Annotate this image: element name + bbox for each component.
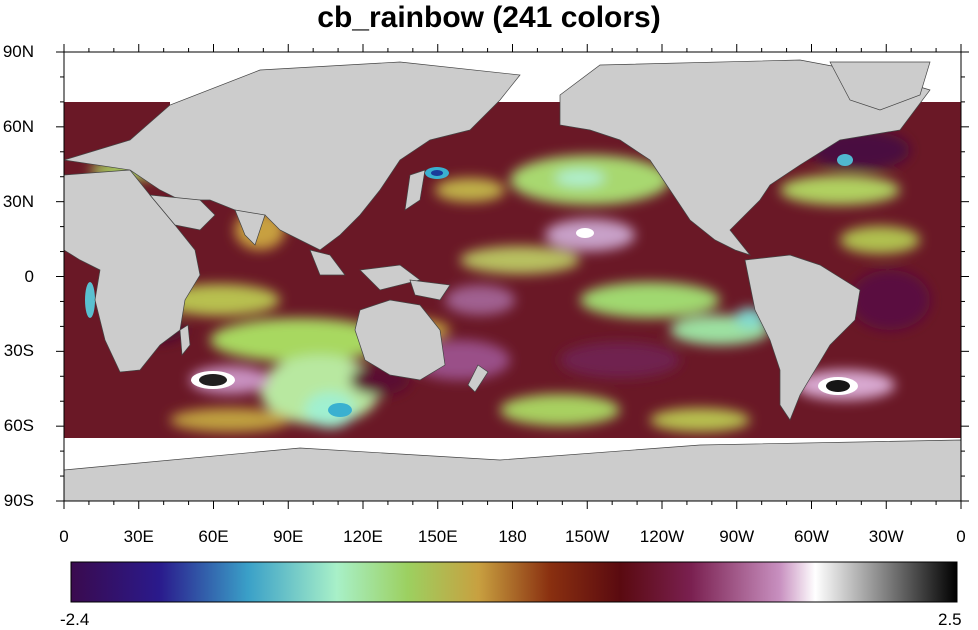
lon-label: 120E xyxy=(343,527,383,546)
lon-label: 120W xyxy=(639,527,685,546)
lat-label: 60S xyxy=(3,416,34,436)
lat-label: 90S xyxy=(3,491,34,510)
colorbar xyxy=(70,561,958,603)
lat-label: 30N xyxy=(2,191,34,211)
map-title: cb_rainbow (241 colors) xyxy=(317,1,661,34)
lon-label: 150E xyxy=(417,527,458,546)
colorbar-min-label: -2.4 xyxy=(60,610,90,629)
lat-label: 0 xyxy=(24,266,34,286)
lon-label: 180 xyxy=(498,527,527,546)
lon-label: 90W xyxy=(719,527,755,546)
lon-label: 30E xyxy=(123,527,154,546)
land-masses xyxy=(64,59,961,501)
lon-label: 150W xyxy=(565,527,610,546)
lon-label: 30W xyxy=(868,527,904,546)
lon-label: 60W xyxy=(794,527,829,546)
colorbar-max-label: 2.5 xyxy=(938,610,962,629)
lon-label: 60E xyxy=(198,527,229,546)
lat-label: 90N xyxy=(2,42,34,61)
lon-label: 0 xyxy=(956,527,966,546)
map-ticks xyxy=(56,44,969,509)
lat-label: 30S xyxy=(3,341,34,361)
lon-label: 0 xyxy=(59,527,69,546)
lon-label: 90E xyxy=(273,527,304,546)
lat-label: 60N xyxy=(2,116,34,136)
